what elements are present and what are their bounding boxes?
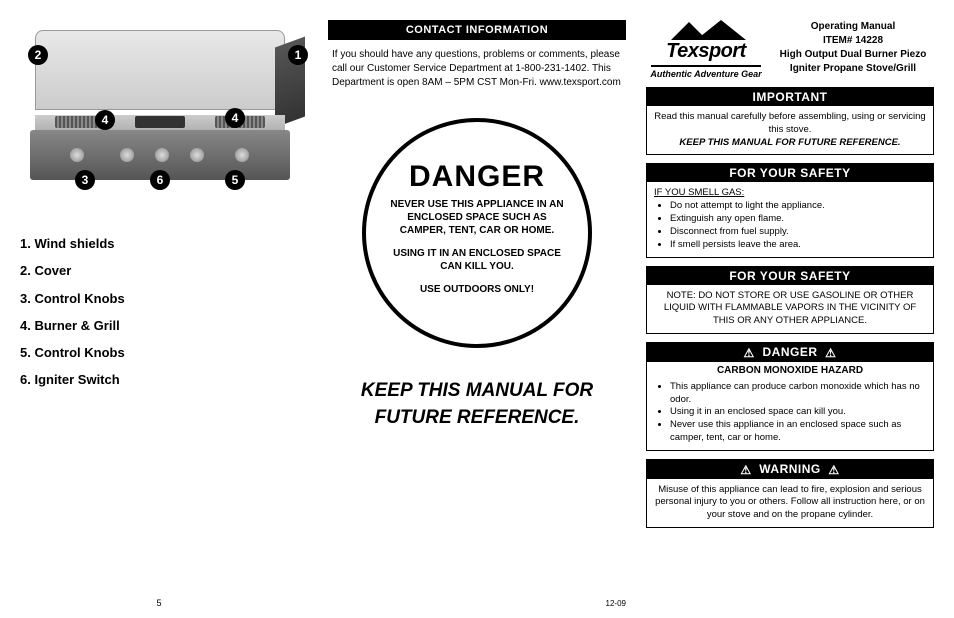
- product-image: 1 2 3 4 4 5 6: [20, 20, 300, 200]
- box-header: ⚠ WARNING ⚠: [647, 460, 933, 479]
- warning-icon: ⚠: [744, 346, 755, 360]
- danger-circle: DANGER NEVER USE THIS APPLIANCE IN AN EN…: [362, 118, 592, 348]
- danger-title: DANGER: [386, 160, 568, 194]
- list-item: This appliance can produce carbon monoxi…: [670, 381, 926, 407]
- callout-list: 1. Wind shields 2. Cover 3. Control Knob…: [20, 230, 308, 394]
- knob-2: [120, 148, 134, 162]
- grill-center: [135, 116, 185, 128]
- right-panel: Texsport Authentic Adventure Gear Operat…: [636, 0, 954, 618]
- box-header: ⚠ DANGER ⚠: [647, 343, 933, 362]
- safety1-box: FOR YOUR SAFETY IF YOU SMELL GAS: Do not…: [646, 163, 934, 257]
- warning-icon: ⚠: [825, 346, 836, 360]
- list-item: 5. Control Knobs: [20, 339, 308, 366]
- warning-header-text: WARNING: [759, 462, 821, 476]
- callout-5: 5: [225, 170, 245, 190]
- list-item: Extinguish any open flame.: [670, 213, 926, 226]
- logo: Texsport Authentic Adventure Gear: [646, 20, 766, 79]
- box-body: Misuse of this appliance can lead to fir…: [647, 479, 933, 527]
- callout-2: 2: [28, 45, 48, 65]
- warning-icon: ⚠: [740, 463, 751, 477]
- knob-3: [190, 148, 204, 162]
- callout-6: 6: [150, 170, 170, 190]
- logo-name: Texsport: [646, 40, 766, 63]
- logo-tagline: Authentic Adventure Gear: [646, 69, 766, 79]
- safety-list: Do not attempt to light the appliance. E…: [654, 200, 926, 251]
- danger-list: This appliance can produce carbon monoxi…: [654, 381, 926, 445]
- knob-igniter: [155, 148, 169, 162]
- warning-icon: ⚠: [828, 463, 839, 477]
- important-keep: KEEP THIS MANUAL FOR FUTURE REFERENCE.: [679, 137, 900, 148]
- danger-p2: USING IT IN AN ENCLOSED SPACE CAN KILL Y…: [386, 247, 568, 273]
- knob-4: [235, 148, 249, 162]
- list-item: 3. Control Knobs: [20, 285, 308, 312]
- meta-line: Operating Manual: [772, 20, 934, 34]
- warning-box: ⚠ WARNING ⚠ Misuse of this appliance can…: [646, 459, 934, 528]
- safety2-box: FOR YOUR SAFETY NOTE: DO NOT STORE OR US…: [646, 266, 934, 334]
- important-text: Read this manual carefully before assemb…: [654, 111, 925, 135]
- meta-line: ITEM# 14228: [772, 34, 934, 48]
- page-number: 5: [156, 598, 161, 608]
- mountain-icon: [661, 20, 751, 40]
- keep-manual: KEEP THIS MANUAL FOR FUTURE REFERENCE.: [328, 378, 626, 431]
- box-header: FOR YOUR SAFETY: [647, 267, 933, 285]
- list-item: Never use this appliance in an enclosed …: [670, 419, 926, 445]
- important-box: IMPORTANT Read this manual carefully bef…: [646, 87, 934, 155]
- meta-line: High Output Dual Burner Piezo Igniter Pr…: [772, 48, 934, 76]
- list-item: Disconnect from fuel supply.: [670, 226, 926, 239]
- list-item: Using it in an enclosed space can kill y…: [670, 406, 926, 419]
- stove-lid: [35, 30, 285, 110]
- list-item: Do not attempt to light the appliance.: [670, 200, 926, 213]
- safety-lead: IF YOU SMELL GAS:: [654, 187, 744, 198]
- list-item: 1. Wind shields: [20, 230, 308, 257]
- contact-body: If you should have any questions, proble…: [328, 40, 626, 98]
- box-body: IF YOU SMELL GAS: Do not attempt to ligh…: [647, 182, 933, 256]
- list-item: 2. Cover: [20, 257, 308, 284]
- callout-4a: 4: [95, 110, 115, 130]
- knob-1: [70, 148, 84, 162]
- list-item: 4. Burner & Grill: [20, 312, 308, 339]
- left-panel: 1 2 3 4 4 5 6 1. Wind shields 2. Cover 3…: [0, 0, 318, 618]
- list-item: If smell persists leave the area.: [670, 239, 926, 252]
- danger-p3: USE OUTDOORS ONLY!: [386, 283, 568, 296]
- danger-p1: NEVER USE THIS APPLIANCE IN AN ENCLOSED …: [386, 198, 568, 237]
- box-header: FOR YOUR SAFETY: [647, 164, 933, 182]
- box-body: Read this manual carefully before assemb…: [647, 106, 933, 154]
- box-body: This appliance can produce carbon monoxi…: [647, 376, 933, 450]
- box-body: NOTE: DO NOT STORE OR USE GASOLINE OR OT…: [647, 285, 933, 333]
- header-row: Texsport Authentic Adventure Gear Operat…: [646, 20, 934, 79]
- contact-header: CONTACT INFORMATION: [328, 20, 626, 40]
- callout-4b: 4: [225, 108, 245, 128]
- box-header: IMPORTANT: [647, 88, 933, 106]
- middle-panel: CONTACT INFORMATION If you should have a…: [318, 0, 636, 618]
- list-item: 6. Igniter Switch: [20, 366, 308, 393]
- manual-meta: Operating Manual ITEM# 14228 High Output…: [766, 20, 934, 76]
- callout-1: 1: [288, 45, 308, 65]
- danger-header-text: DANGER: [762, 345, 817, 359]
- callout-3: 3: [75, 170, 95, 190]
- date-code: 12-09: [606, 599, 626, 608]
- danger-box: ⚠ DANGER ⚠ CARBON MONOXIDE HAZARD This a…: [646, 342, 934, 451]
- logo-divider: [651, 65, 761, 67]
- danger-subheader: CARBON MONOXIDE HAZARD: [647, 362, 933, 376]
